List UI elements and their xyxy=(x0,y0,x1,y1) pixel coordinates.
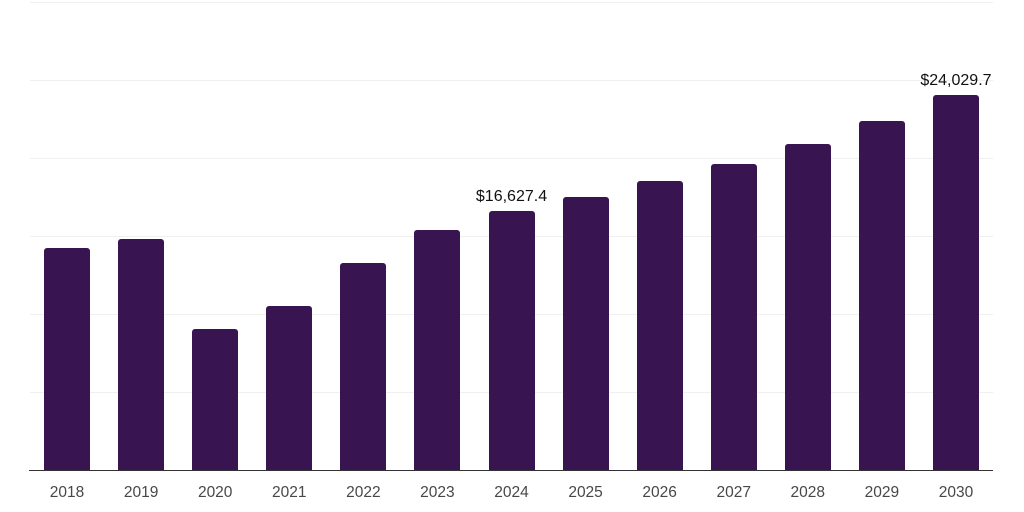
x-axis: 2018 2019 2020 2021 2022 2023 2024 2025 2026 2027… xyxy=(30,470,993,512)
bar-2021 xyxy=(266,306,313,470)
x-axis-line xyxy=(29,470,993,471)
x-tick-label-2023: 2023 xyxy=(420,484,455,501)
bar-2025 xyxy=(562,197,609,470)
x-tick-label-2026: 2026 xyxy=(642,484,677,501)
bar-2020 xyxy=(192,328,239,470)
bar-2022 xyxy=(340,263,387,470)
bar-value-label-2024: $16,627.4 xyxy=(475,187,548,205)
bar-2023 xyxy=(414,230,461,470)
bar-2029 xyxy=(858,121,905,470)
bar-2024 xyxy=(488,210,535,470)
x-tick-label-2019: 2019 xyxy=(123,484,159,501)
plot-area: $16,627.4 $24,029.7 xyxy=(29,2,993,471)
bar-2018 xyxy=(44,248,91,470)
x-tick-label-2029: 2029 xyxy=(864,484,900,501)
bar-2030 xyxy=(932,95,979,470)
bar-2027 xyxy=(710,163,757,470)
bar-2026 xyxy=(636,180,683,470)
x-tick-label-2030: 2030 xyxy=(938,484,974,501)
x-tick-label-2028: 2028 xyxy=(790,484,826,501)
bar-value-label-2030: $24,029.7 xyxy=(920,72,992,90)
bar-2028 xyxy=(784,143,831,470)
x-tick-label-2021: 2021 xyxy=(272,484,307,501)
x-tick-label-2025: 2025 xyxy=(568,484,603,501)
gridline xyxy=(30,80,993,81)
x-tick-label-2024: 2024 xyxy=(494,484,529,501)
gridline xyxy=(30,2,993,3)
x-tick-label-2022: 2022 xyxy=(346,484,381,501)
gridline xyxy=(30,158,993,159)
x-tick-label-2020: 2020 xyxy=(197,484,233,501)
bar-2019 xyxy=(118,238,165,470)
x-tick-label-2027: 2027 xyxy=(716,484,751,501)
x-tick-label-2018: 2018 xyxy=(49,484,85,501)
